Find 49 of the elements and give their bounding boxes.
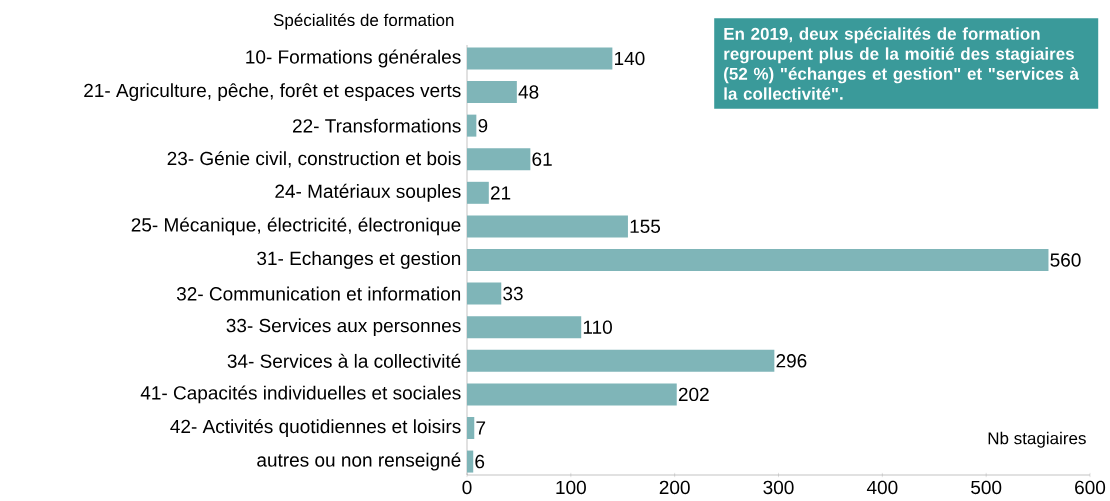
bar (467, 148, 531, 171)
x-tick-label: 0 (462, 480, 472, 495)
bar (467, 47, 613, 70)
x-tick-label: 400 (866, 480, 898, 495)
x-tick-label: 600 (1075, 480, 1106, 495)
y-tick-label: 10- Formations générales (246, 49, 461, 68)
data-label: 61 (532, 152, 552, 166)
bar (467, 114, 477, 137)
y-tick-label: 31- Echanges et gestion (257, 251, 461, 269)
bar (467, 282, 502, 305)
bar (467, 249, 1049, 271)
bar (467, 383, 677, 406)
bar (467, 416, 475, 439)
x-tick-label: 500 (971, 480, 1002, 495)
data-label: 560 (1050, 253, 1081, 267)
x-axis-title: Nb stagiaires (988, 431, 1086, 448)
y-tick-label: 23- Génie civil, construction et bois (167, 151, 461, 168)
annotation: En 2019, deux spécialités de formation regroupent plus de la moitié des stagiaires (52 %) "échanges et gestion" et "services à la collectivité". (724, 27, 1080, 100)
y-tick-label: 41- Capacités individuelles et sociales (140, 385, 461, 404)
bar (467, 81, 517, 104)
y-tick-label: 21- Agriculture, pêche, forêt et espaces verts (84, 83, 461, 101)
y-tick-label: 25- Mécanique, électricité, électronique (131, 217, 461, 236)
y-tick-label: 42- Activités quotidiennes et loisirs (170, 419, 461, 437)
y-tick-label: 32- Communication et information (176, 286, 461, 301)
y-tick-label: 24- Matériaux souples (275, 183, 461, 202)
data-label: 296 (776, 354, 807, 368)
x-tick-label: 300 (763, 480, 794, 495)
data-label: 7 (476, 421, 486, 435)
data-label: 21 (490, 186, 511, 200)
data-label: 155 (630, 219, 661, 234)
x-tick-label: 200 (659, 480, 690, 495)
data-label: 33 (503, 286, 523, 301)
bar (467, 215, 628, 238)
data-label: 6 (475, 454, 485, 469)
data-label: 9 (478, 118, 488, 133)
data-label: 110 (583, 320, 612, 334)
bar (467, 316, 582, 339)
y-axis-title: Spécialités de formation (273, 13, 454, 30)
data-label: 48 (518, 85, 539, 99)
y-tick-label: 22- Transformations (292, 118, 461, 133)
bar (467, 349, 775, 372)
bar (467, 181, 489, 204)
y-tick-label: autres ou non renseigné (257, 452, 461, 471)
data-label: 202 (678, 387, 709, 402)
y-tick-label: 34- Services à la collectivité (227, 353, 461, 368)
bar (467, 450, 474, 473)
x-tick-label: 100 (556, 480, 586, 495)
data-label: 140 (615, 51, 645, 66)
y-tick-label: 33- Services aux personnes (226, 318, 461, 337)
